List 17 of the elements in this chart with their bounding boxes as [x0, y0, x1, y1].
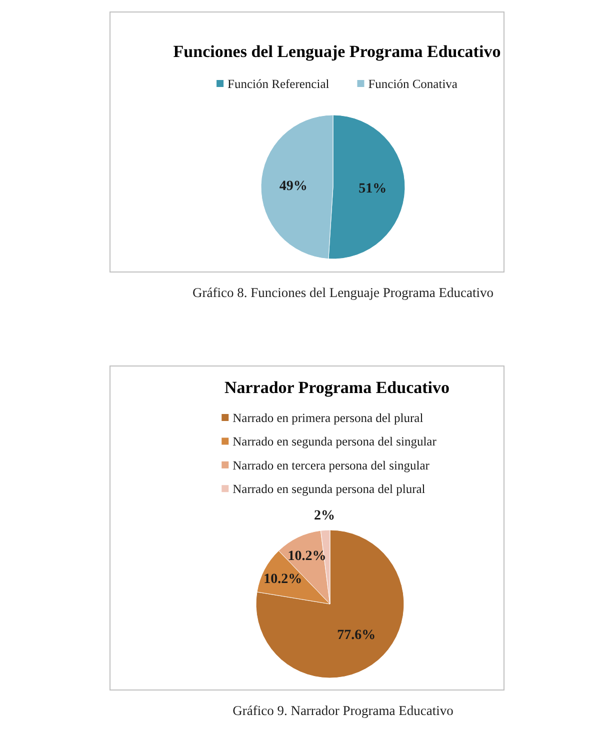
chart-title: Funciones del Lenguaje Programa Educativo	[173, 42, 501, 61]
text: Gráfico 8. Funciones del Lenguaje Programa Educativo	[192, 285, 494, 300]
data-label: 10.2%	[288, 548, 326, 564]
data-label: 49%	[279, 178, 308, 194]
legend-label: Narrado en segunda persona del singular	[232, 434, 438, 449]
data-label: 77.6%	[337, 628, 376, 643]
pie-slice	[256, 530, 404, 678]
text: Gráfico 9. Narrador Programa Educativo	[232, 703, 454, 718]
legend-label: Función Referencial	[228, 77, 330, 91]
data-label: 51%	[358, 180, 387, 196]
chart-title: Narrador Programa Educativo	[224, 378, 450, 397]
data-label: 2%	[314, 508, 335, 523]
legend-label: Narrado en primera persona del plural	[232, 411, 424, 425]
data-label: 10.2%	[264, 572, 302, 587]
legend-label: Narrado en tercera persona del singular	[232, 458, 430, 472]
legend-label: Función Conativa	[368, 77, 458, 91]
legend-label: Narrado en segunda persona del plural	[232, 482, 426, 496]
